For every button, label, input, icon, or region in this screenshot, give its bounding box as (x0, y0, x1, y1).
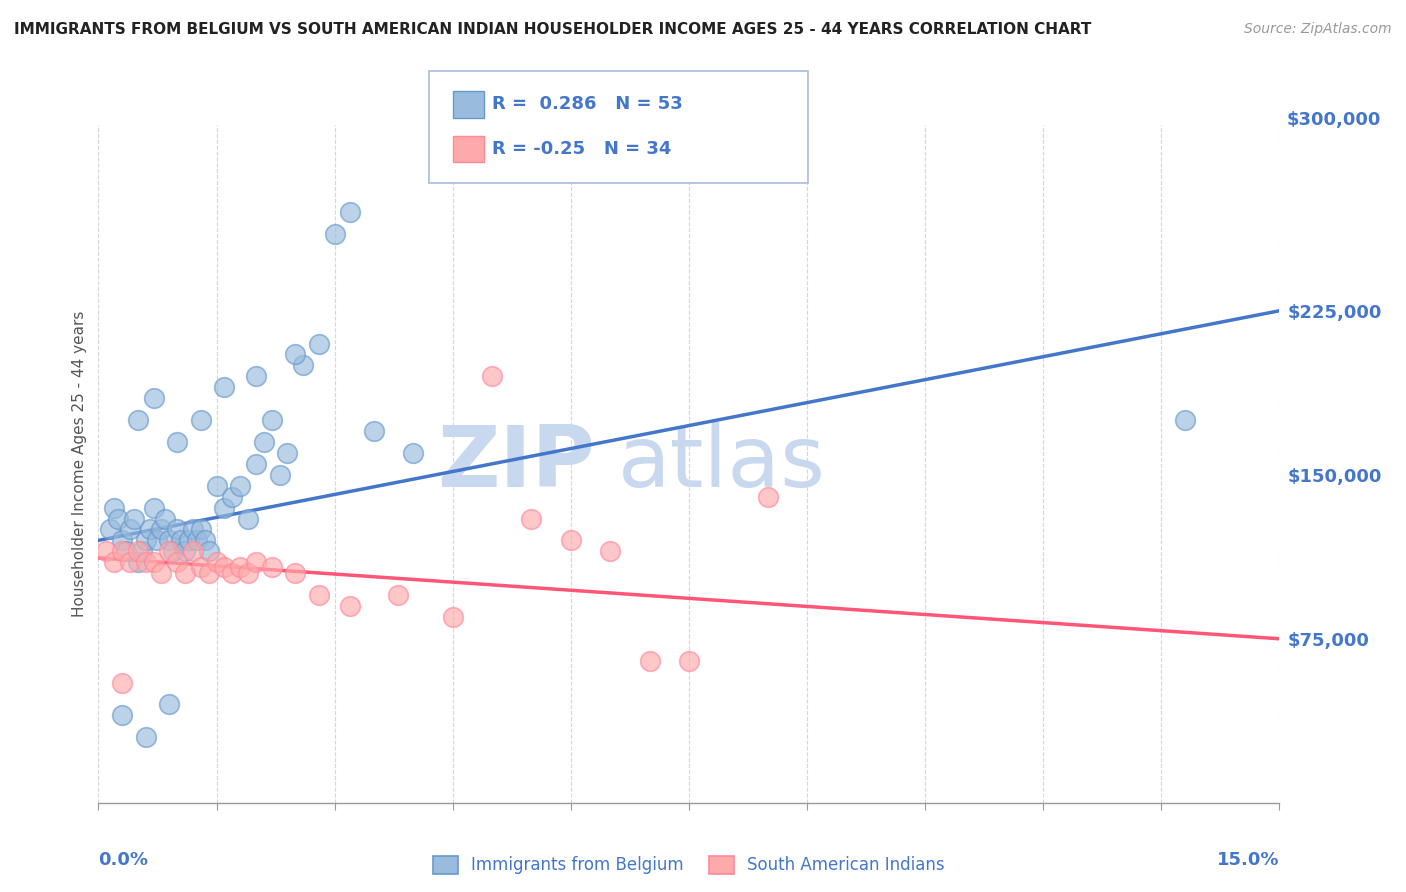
Point (157, 698, 180, 712)
Point (190, 559, 212, 574)
Point (197, 544, 219, 558)
Point (236, 566, 259, 581)
Point (284, 566, 307, 581)
Point (245, 369, 267, 384)
Point (111, 544, 134, 558)
Point (323, 227, 346, 242)
Point (162, 544, 184, 558)
Point (118, 555, 141, 569)
Point (481, 369, 503, 384)
Point (260, 559, 283, 574)
Point (177, 533, 200, 548)
Point (135, 533, 157, 548)
Point (194, 533, 217, 548)
Point (150, 523, 173, 537)
Point (292, 359, 315, 373)
Text: 15.0%: 15.0% (1218, 851, 1279, 869)
Text: Source: ZipAtlas.com: Source: ZipAtlas.com (1244, 22, 1392, 37)
Text: IMMIGRANTS FROM BELGIUM VS SOUTH AMERICAN INDIAN HOUSEHOLDER INCOME AGES 25 - 44: IMMIGRANTS FROM BELGIUM VS SOUTH AMERICA… (14, 22, 1091, 37)
Point (599, 544, 621, 558)
Point (155, 511, 177, 525)
Text: 0.0%: 0.0% (98, 851, 149, 869)
Point (103, 500, 125, 515)
Point (520, 511, 543, 525)
Point (638, 654, 661, 668)
Point (236, 511, 259, 525)
Point (363, 424, 385, 438)
Text: R =  0.286   N = 53: R = 0.286 N = 53 (492, 95, 683, 113)
Point (115, 544, 138, 558)
Point (402, 446, 425, 460)
Point (190, 523, 212, 537)
Point (441, 610, 464, 624)
Point (186, 533, 208, 548)
Point (122, 511, 145, 525)
Point (131, 544, 153, 558)
Point (127, 544, 149, 558)
Point (678, 654, 700, 668)
Text: ZIP: ZIP (437, 422, 595, 506)
Point (181, 544, 204, 558)
Point (284, 347, 307, 361)
Point (205, 479, 228, 493)
Point (387, 588, 409, 602)
Point (253, 434, 276, 449)
Point (166, 523, 188, 537)
Point (197, 566, 219, 581)
Point (166, 555, 188, 569)
Point (107, 511, 129, 525)
Text: atlas: atlas (619, 422, 827, 506)
Text: R = -0.25   N = 34: R = -0.25 N = 34 (492, 140, 672, 158)
Point (560, 533, 582, 548)
Point (339, 599, 361, 613)
Point (181, 523, 204, 537)
Point (157, 533, 180, 548)
Point (229, 479, 252, 493)
Point (308, 588, 330, 602)
Point (214, 559, 236, 574)
Point (138, 523, 160, 537)
Point (142, 555, 165, 569)
Point (260, 413, 283, 427)
Point (135, 555, 157, 569)
Point (111, 675, 134, 690)
Point (214, 500, 236, 515)
Point (214, 380, 236, 394)
Point (190, 413, 212, 427)
Point (229, 559, 252, 574)
Point (127, 555, 149, 569)
Point (142, 500, 165, 515)
Point (166, 434, 188, 449)
Point (1174, 413, 1197, 427)
Point (142, 391, 165, 405)
Legend: Immigrants from Belgium, South American Indians: Immigrants from Belgium, South American … (425, 847, 953, 882)
Text: $300,000: $300,000 (1286, 112, 1381, 129)
Point (118, 523, 141, 537)
Point (146, 533, 169, 548)
Point (111, 708, 134, 723)
Point (127, 413, 149, 427)
Point (276, 446, 298, 460)
Point (174, 544, 197, 558)
Point (157, 544, 180, 558)
Point (103, 555, 125, 569)
Point (150, 566, 173, 581)
Point (245, 457, 267, 471)
Point (96, 544, 118, 558)
Point (170, 533, 193, 548)
Point (98, 523, 121, 537)
Point (221, 490, 243, 504)
Point (308, 336, 330, 351)
Point (221, 566, 243, 581)
Point (205, 555, 228, 569)
Point (339, 205, 361, 219)
Point (756, 490, 779, 504)
Point (111, 533, 134, 548)
Point (245, 555, 267, 569)
Point (135, 730, 157, 744)
Y-axis label: Householder Income Ages 25 - 44 years: Householder Income Ages 25 - 44 years (72, 310, 87, 617)
Point (269, 467, 291, 482)
Point (174, 566, 197, 581)
